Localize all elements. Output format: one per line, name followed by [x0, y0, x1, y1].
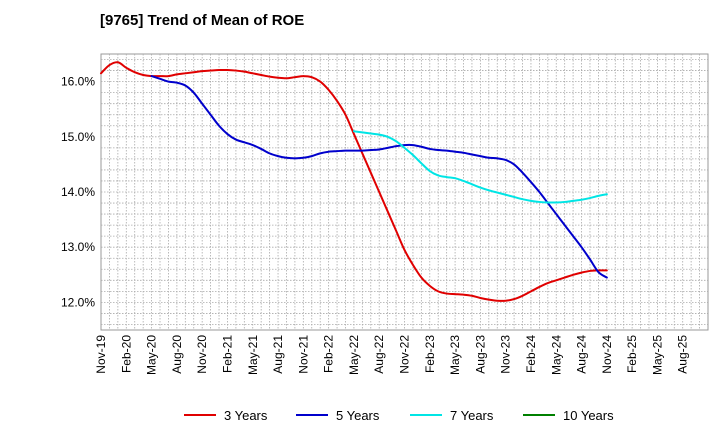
legend-label: 10 Years: [563, 408, 614, 423]
x-tick-label: Nov-21: [296, 335, 310, 374]
x-tick-label: May-20: [145, 335, 159, 375]
x-tick-label: Aug-25: [676, 335, 690, 374]
x-tick-label: Aug-24: [575, 335, 589, 374]
y-axis: 12.0% 13.0% 14.0% 15.0% 16.0%: [61, 75, 95, 310]
legend-label: 5 Years: [336, 408, 380, 423]
x-tick-label: Aug-22: [372, 335, 386, 374]
x-tick-label: May-21: [246, 335, 260, 375]
x-tick-label: May-24: [549, 335, 563, 375]
legend: 3 Years 5 Years 7 Years 10 Years: [184, 408, 614, 423]
grid-lines: [101, 54, 708, 330]
chart-title: [9765] Trend of Mean of ROE: [100, 12, 305, 29]
x-tick-label: Feb-21: [220, 335, 234, 373]
x-tick-label: Feb-24: [524, 335, 538, 373]
series-line-3-years: [100, 61, 608, 302]
y-tick-label: 14.0%: [61, 185, 95, 199]
x-tick-label: May-25: [650, 335, 664, 375]
series-layer: [100, 61, 608, 302]
series-line-7-years: [352, 130, 608, 204]
y-tick-label: 16.0%: [61, 75, 95, 89]
x-tick-label: Feb-23: [423, 335, 437, 373]
x-tick-label: Nov-19: [94, 335, 108, 374]
y-tick-label: 15.0%: [61, 130, 95, 144]
x-tick-label: Nov-23: [499, 335, 513, 374]
y-tick-label: 12.0%: [61, 295, 95, 309]
x-tick-label: Aug-20: [170, 335, 184, 374]
x-tick-label: Nov-20: [195, 335, 209, 374]
x-tick-label: May-22: [347, 335, 361, 375]
x-tick-label: Nov-22: [398, 335, 412, 374]
x-axis: Nov-19 Feb-20 May-20 Aug-20 Nov-20 Feb-21 May-…: [94, 335, 690, 375]
x-tick-label: Feb-20: [119, 335, 133, 373]
x-tick-label: Nov-24: [600, 335, 614, 374]
x-tick-label: Aug-21: [271, 335, 285, 374]
x-tick-label: Feb-25: [625, 335, 639, 373]
x-tick-label: Feb-22: [322, 335, 336, 373]
series-line-5-years: [150, 75, 608, 279]
legend-label: 3 Years: [224, 408, 268, 423]
legend-label: 7 Years: [450, 408, 494, 423]
y-tick-label: 13.0%: [61, 240, 95, 254]
x-tick-label: May-23: [448, 335, 462, 375]
x-tick-label: Aug-23: [473, 335, 487, 374]
